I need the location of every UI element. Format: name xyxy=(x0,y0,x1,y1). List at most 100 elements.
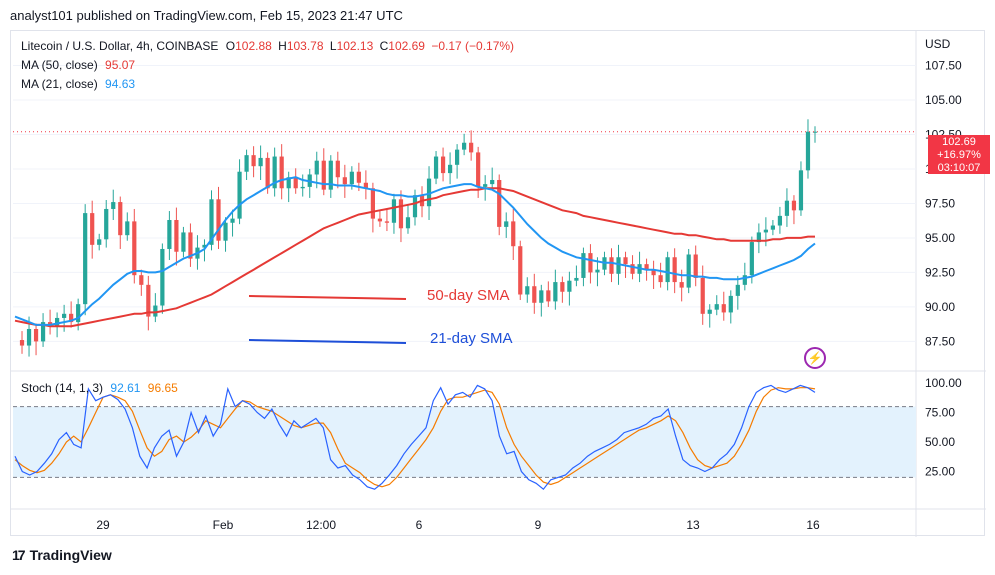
candle-body xyxy=(230,218,235,223)
candle-body xyxy=(90,213,95,245)
candle-body xyxy=(342,177,347,185)
candle-body xyxy=(286,177,291,189)
ma21-legend[interactable]: MA (21, close) 94.63 xyxy=(21,77,135,91)
candle-body xyxy=(153,305,158,317)
candle-body xyxy=(462,142,467,150)
candle-body xyxy=(553,282,558,302)
symbol-name[interactable]: Litecoin / U.S. Dollar, 4h, COINBASE xyxy=(21,39,219,53)
ma21-value: 94.63 xyxy=(105,77,136,91)
candle-body xyxy=(721,304,726,313)
chart-frame[interactable]: 107.50105.00102.50100.0097.5095.0092.509… xyxy=(10,30,990,537)
candle-body xyxy=(714,304,719,310)
stoch-band xyxy=(13,406,916,478)
stoch-tick-label: 50.00 xyxy=(925,435,955,449)
tradingview-logo[interactable]: 17 TradingView xyxy=(12,547,112,563)
last-price: 102.69 xyxy=(942,136,976,148)
candle-body xyxy=(391,199,397,223)
stoch-legend[interactable]: Stoch (14, 1, 3) 92.61 96.65 xyxy=(21,381,178,395)
candle-body xyxy=(62,313,67,318)
candle-body xyxy=(405,217,411,229)
stoch-label: Stoch (14, 1, 3) xyxy=(21,381,104,395)
candle-body xyxy=(812,131,818,133)
candle-body xyxy=(791,200,797,211)
candle-body xyxy=(686,254,691,288)
candle-body xyxy=(630,264,635,274)
candle-body xyxy=(433,156,439,179)
candle-body xyxy=(258,157,263,167)
candle-body xyxy=(300,186,305,189)
ohlc-close: 102.69 xyxy=(388,39,425,53)
candle-body xyxy=(756,232,761,243)
ohlc-close-label: C xyxy=(379,39,389,53)
candle-body xyxy=(349,171,354,185)
candle-body xyxy=(770,225,775,230)
sma21-annotation: 21-day SMA xyxy=(430,330,513,347)
bar-countdown: 03:10:07 xyxy=(937,162,981,174)
sma50-annotation-line xyxy=(248,295,407,300)
stoch-k-line xyxy=(14,384,816,491)
candle-body xyxy=(532,286,537,303)
candle-body xyxy=(560,282,565,292)
ma50-line xyxy=(14,187,815,328)
symbol-legend: Litecoin / U.S. Dollar, 4h, COINBASE O10… xyxy=(21,39,514,53)
candle-body xyxy=(784,200,790,216)
candle-body xyxy=(567,280,572,292)
candle-body xyxy=(69,313,74,323)
tv-logo-icon: 17 xyxy=(12,547,26,563)
candle-body xyxy=(125,221,130,236)
candle-body xyxy=(377,218,383,222)
chart-canvas[interactable]: 107.50105.00102.50100.0097.5095.0092.509… xyxy=(11,31,986,537)
candle-body xyxy=(19,340,25,346)
candle-body xyxy=(251,155,256,167)
sma21-annotation-line xyxy=(248,339,407,344)
candle-body xyxy=(728,295,733,313)
candle-body xyxy=(658,275,663,283)
candle-body xyxy=(370,188,375,219)
time-tick-label: 9 xyxy=(535,518,542,532)
candle-body xyxy=(574,277,579,281)
stoch-tick-label: 25.00 xyxy=(925,465,955,479)
publisher-header: analyst101 published on TradingView.com,… xyxy=(10,8,403,23)
stoch-d-line xyxy=(14,387,816,488)
time-tick-label: 6 xyxy=(416,518,423,532)
candle-body xyxy=(188,232,193,259)
candle-body xyxy=(742,275,747,285)
candle-body xyxy=(83,213,88,305)
candle-body xyxy=(609,257,614,274)
candle-body xyxy=(384,221,390,223)
candle-body xyxy=(700,277,705,314)
currency-label[interactable]: USD xyxy=(925,37,951,51)
candle-body xyxy=(132,221,137,276)
lightning-icon[interactable]: ⚡ xyxy=(804,347,826,369)
stoch-tick-label: 100.00 xyxy=(925,376,962,390)
candle-body xyxy=(244,155,249,172)
candle-body xyxy=(805,131,811,171)
candle-body xyxy=(440,156,446,174)
ohlc-change: −0.17 (−0.17%) xyxy=(431,39,515,53)
candle-body xyxy=(26,328,32,346)
candle-body xyxy=(679,282,684,288)
candle-body xyxy=(511,221,516,247)
candle-body xyxy=(518,246,523,295)
ma50-legend[interactable]: MA (50, close) 95.07 xyxy=(21,58,135,72)
candle-body xyxy=(398,199,404,229)
ma21-label: MA (21, close) xyxy=(21,77,98,91)
ohlc-low: 102.13 xyxy=(336,39,374,53)
time-tick-label: 13 xyxy=(686,518,700,532)
candle-body xyxy=(490,179,495,185)
candle-body xyxy=(321,160,326,190)
candle-body xyxy=(651,269,656,276)
candle-body xyxy=(504,221,509,227)
candle-body xyxy=(237,171,242,219)
candle-body xyxy=(777,215,783,226)
price-tick-label: 87.50 xyxy=(925,334,955,348)
last-price-badge: 102.69 +16.97% 03:10:07 xyxy=(928,135,990,174)
candle-body xyxy=(539,290,544,303)
candle-body xyxy=(272,156,277,189)
time-tick-label: 16 xyxy=(806,518,820,532)
candle-body xyxy=(174,220,179,252)
candle-body xyxy=(497,179,502,227)
time-tick-label: 29 xyxy=(96,518,110,532)
ohlc-open: 102.88 xyxy=(235,39,272,53)
candle-body xyxy=(181,232,186,252)
